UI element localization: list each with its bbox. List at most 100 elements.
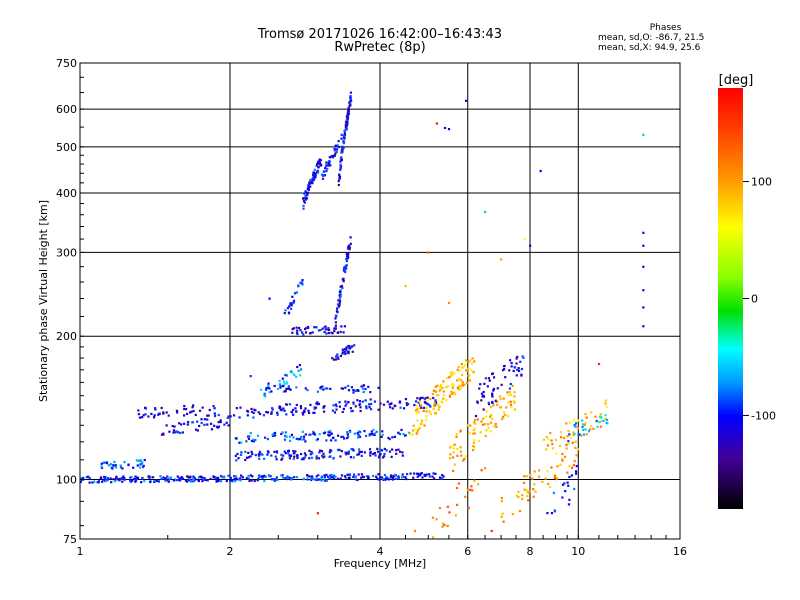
echo-point — [136, 464, 139, 467]
echo-point — [391, 475, 394, 478]
echo-point — [361, 475, 364, 478]
echo-point — [139, 463, 142, 466]
echo-point — [432, 396, 435, 400]
echo-point — [291, 331, 294, 334]
echo-point — [340, 387, 343, 390]
echo-point — [467, 360, 470, 363]
colorbar-ticks: 100 0 -100 — [743, 176, 776, 422]
echo-point — [312, 430, 315, 433]
echo-point — [347, 384, 350, 388]
echo-point — [287, 385, 290, 388]
echo-point — [200, 418, 203, 421]
echo-point — [379, 402, 382, 405]
echo-point — [296, 455, 299, 458]
echo-point — [168, 477, 172, 481]
echo-point — [278, 379, 281, 383]
echo-point — [341, 410, 344, 414]
echo-point — [383, 447, 386, 451]
echo-point — [434, 472, 437, 475]
echo-point — [367, 475, 370, 478]
echo-point — [192, 404, 195, 407]
echo-point — [470, 368, 473, 372]
echo-point — [238, 416, 241, 419]
echo-point — [214, 476, 217, 479]
echo-point — [322, 170, 325, 173]
echo-point — [432, 477, 436, 480]
echo-point — [337, 305, 340, 308]
echo-point — [336, 356, 339, 359]
echo-point — [495, 425, 498, 428]
echo-point — [302, 207, 305, 210]
echo-point — [331, 357, 334, 360]
echo-point — [307, 411, 311, 415]
echo-point — [189, 475, 192, 478]
echo-point — [346, 114, 349, 118]
echo-point — [425, 410, 428, 413]
echo-point — [201, 476, 204, 479]
phase-stats: Phases mean, sd,O: -86.7, 21.5 mean, sd,… — [598, 23, 748, 53]
echo-point — [300, 281, 304, 284]
echo-point — [468, 432, 471, 435]
echo-point — [369, 451, 372, 455]
echo-point — [316, 162, 319, 166]
echo-point — [153, 414, 156, 417]
echo-point — [115, 478, 118, 481]
echo-point — [302, 199, 306, 203]
echo-point — [292, 299, 296, 302]
echo-point — [344, 451, 347, 454]
echo-point — [526, 490, 529, 494]
echo-point — [327, 331, 330, 335]
echo-point — [246, 410, 250, 413]
echo-point — [328, 429, 332, 433]
echo-point — [247, 451, 250, 455]
echo-point — [439, 476, 442, 479]
echo-point — [271, 408, 274, 411]
echo-point — [217, 413, 220, 417]
echo-point — [334, 327, 337, 330]
echo-point — [501, 512, 504, 515]
echo-point — [425, 402, 428, 405]
echo-point — [358, 450, 361, 454]
echo-point — [187, 475, 190, 478]
echo-point — [150, 412, 153, 416]
echo-point — [423, 473, 426, 476]
echo-point — [489, 415, 492, 418]
echo-point — [325, 161, 328, 164]
echo-point — [227, 424, 230, 427]
echo-point — [207, 414, 210, 417]
echo-point — [306, 478, 309, 481]
echo-point — [492, 376, 496, 379]
echo-point — [144, 413, 147, 416]
echo-point — [250, 407, 253, 411]
echo-point — [534, 490, 537, 493]
echo-point — [317, 402, 321, 405]
echo-point — [380, 449, 384, 452]
echo-point — [327, 431, 330, 434]
echo-point — [194, 428, 198, 431]
echo-point — [376, 447, 379, 450]
echo-point — [354, 389, 357, 392]
echo-point — [217, 425, 221, 428]
echo-point — [459, 387, 463, 390]
echo-point — [140, 481, 143, 484]
echo-point — [485, 410, 488, 413]
echo-point — [360, 450, 363, 453]
echo-point — [87, 475, 90, 478]
echo-point — [227, 474, 230, 477]
echo-point — [487, 423, 490, 426]
echo-point — [152, 416, 156, 419]
echo-point — [517, 367, 520, 370]
echo-point — [260, 453, 263, 456]
echo-point — [356, 478, 359, 482]
echo-point — [134, 479, 138, 482]
echo-point — [415, 432, 418, 435]
echo-point — [502, 520, 505, 523]
echo-point — [576, 427, 579, 430]
echo-point — [345, 347, 348, 350]
echo-point — [395, 477, 398, 480]
echo-point — [343, 266, 346, 269]
echo-point — [425, 406, 428, 409]
echo-point — [500, 383, 503, 386]
echo-point — [107, 477, 110, 480]
echo-point — [532, 495, 535, 498]
